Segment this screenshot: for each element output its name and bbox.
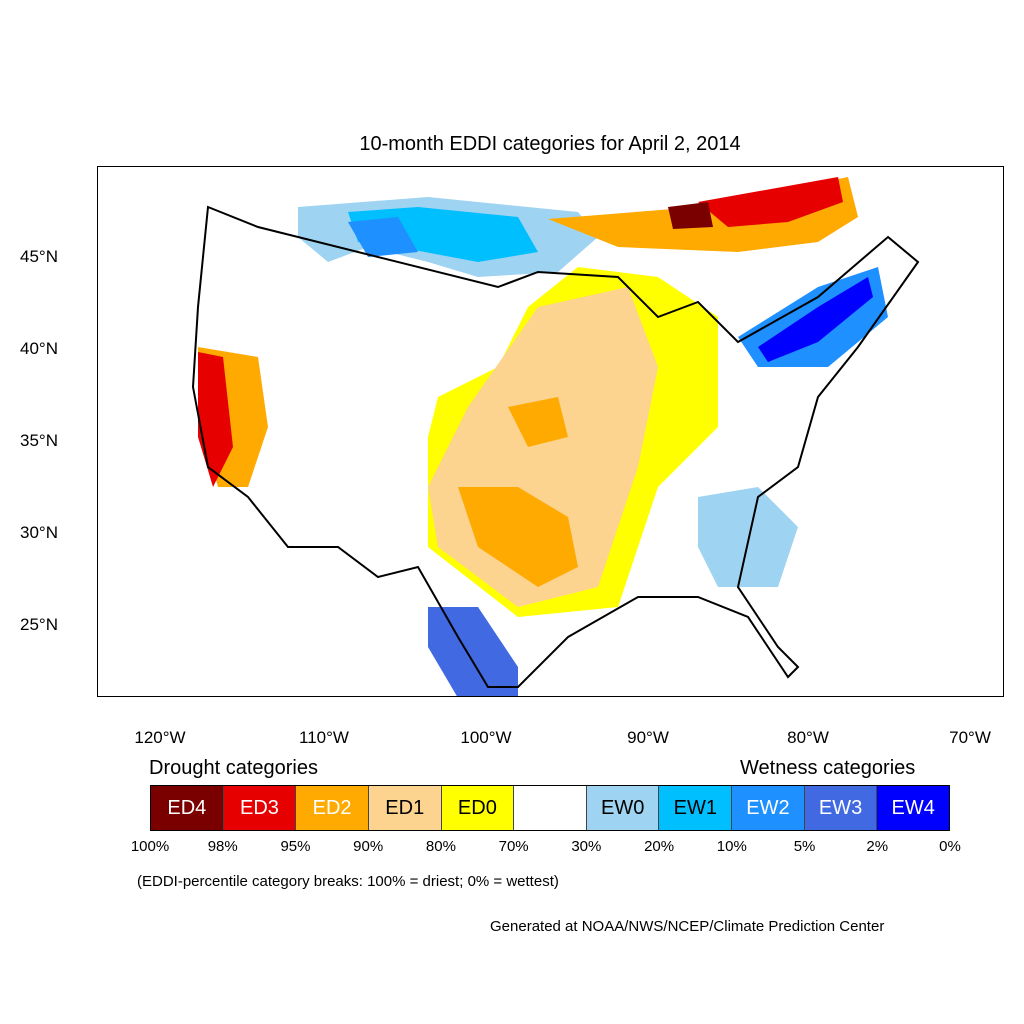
legend-cell-ew0: EW0 <box>586 786 660 830</box>
credit-line: Generated at NOAA/NWS/NCEP/Climate Predi… <box>490 918 885 935</box>
lon-label-80w: 80°W <box>787 728 829 747</box>
wet-region-southeast <box>698 487 798 587</box>
legend-cell-ed4: ED4 <box>151 786 224 830</box>
lat-label-40: 40°N <box>20 339 58 358</box>
legend-cell-ew4: EW4 <box>877 786 950 830</box>
dry-region-canada-ed3 <box>698 177 843 227</box>
map-title: 10-month EDDI categories for April 2, 20… <box>359 133 741 155</box>
drought-categories-heading: Drought categories <box>149 757 318 779</box>
dry-region-canada-ed4 <box>668 202 713 229</box>
eddi-map <box>191 177 920 696</box>
dry-region-west-coast-ed3 <box>198 352 233 487</box>
lon-label-90w: 90°W <box>627 728 669 747</box>
legend-cell-ed0: ED0 <box>441 786 515 830</box>
legend-color-bar: ED4 ED3 ED2 ED1 ED0 EW0 EW1 EW2 EW3 EW4 <box>150 785 950 831</box>
lon-label-70w: 70°W <box>949 728 991 747</box>
legend-cell-ew3: EW3 <box>804 786 878 830</box>
wet-region-northeast-ew4 <box>758 277 873 362</box>
legend-break-label: 70% <box>498 838 529 855</box>
ed2-central <box>458 487 578 587</box>
legend-break-label: 5% <box>793 838 816 855</box>
us-outline <box>191 205 920 688</box>
legend-cell-ew1: EW1 <box>659 786 733 830</box>
legend-break-label: 20% <box>644 838 675 855</box>
wetness-categories-heading: Wetness categories <box>740 757 916 779</box>
legend-break-label: 0% <box>939 838 961 855</box>
legend-cell-ew2: EW2 <box>732 786 805 830</box>
legend-break-label: 95% <box>280 838 311 855</box>
lat-label-45: 45°N <box>20 247 58 266</box>
legend-cell-neutral <box>514 786 587 830</box>
legend-break-label: 100% <box>130 838 170 855</box>
lat-label-35: 35°N <box>20 431 58 450</box>
category-note: (EDDI-percentile category breaks: 100% =… <box>137 873 559 890</box>
legend-break-label: 98% <box>207 838 238 855</box>
ed2-kansas <box>508 397 568 447</box>
lat-label-25: 25°N <box>20 615 58 634</box>
legend-cell-ed3: ED3 <box>223 786 297 830</box>
legend-break-label: 10% <box>716 838 747 855</box>
legend-break-label: 80% <box>425 838 456 855</box>
lon-label-100w: 100°W <box>460 728 512 747</box>
legend-cell-ed2: ED2 <box>296 786 369 830</box>
lon-label-120w: 120°W <box>134 728 186 747</box>
legend-break-label: 90% <box>353 838 384 855</box>
legend-cell-ed1: ED1 <box>368 786 442 830</box>
map-panel <box>97 166 1004 697</box>
lat-label-30: 30°N <box>20 523 58 542</box>
legend-break-label: 2% <box>866 838 889 855</box>
wet-region-texas <box>428 607 518 696</box>
lon-label-110w: 110°W <box>299 728 349 747</box>
legend-break-label: 30% <box>571 838 602 855</box>
wet-region-north-ew2 <box>348 217 418 257</box>
